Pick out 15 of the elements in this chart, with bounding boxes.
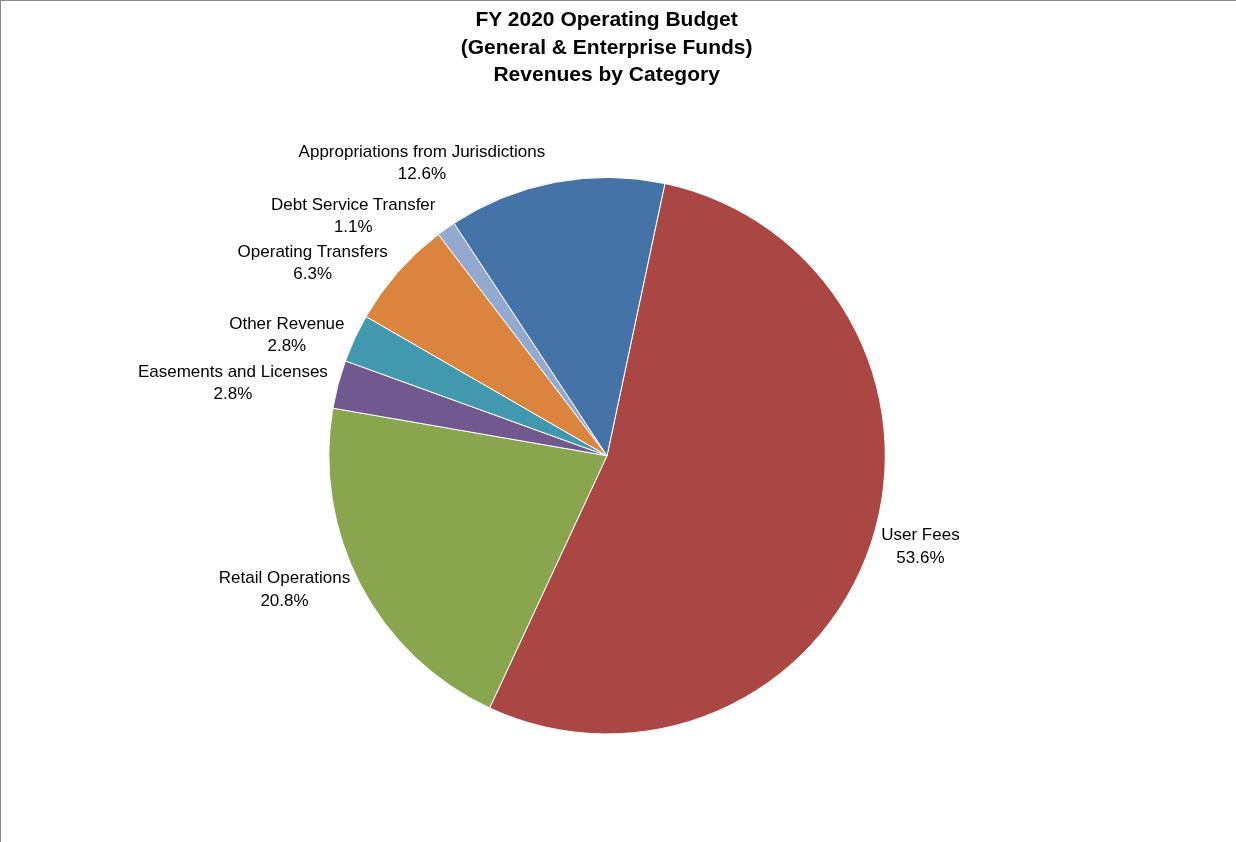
slice-label: Easements and Licenses bbox=[137, 362, 328, 382]
slice-label: Retail Operations bbox=[218, 568, 351, 588]
slice-label: Debt Service Transfer bbox=[271, 194, 436, 214]
slice-label: User Fees bbox=[881, 525, 960, 545]
chart-title: FY 2020 Operating Budget (General & Enterprise Funds) Revenues by Category bbox=[460, 7, 753, 85]
data-label: 2.8% bbox=[213, 384, 253, 404]
data-label: 12.6% bbox=[397, 163, 446, 183]
slice-label: Operating Transfers bbox=[237, 242, 388, 262]
data-label: 1.1% bbox=[333, 216, 373, 236]
data-label: 53.6% bbox=[896, 547, 945, 567]
data-label: 2.8% bbox=[267, 336, 307, 356]
data-label: 20.8% bbox=[260, 590, 309, 610]
slice-label: Appropriations from Jurisdictions bbox=[298, 141, 546, 161]
slice-label: Other Revenue bbox=[229, 314, 345, 334]
data-label: 6.3% bbox=[293, 264, 333, 284]
